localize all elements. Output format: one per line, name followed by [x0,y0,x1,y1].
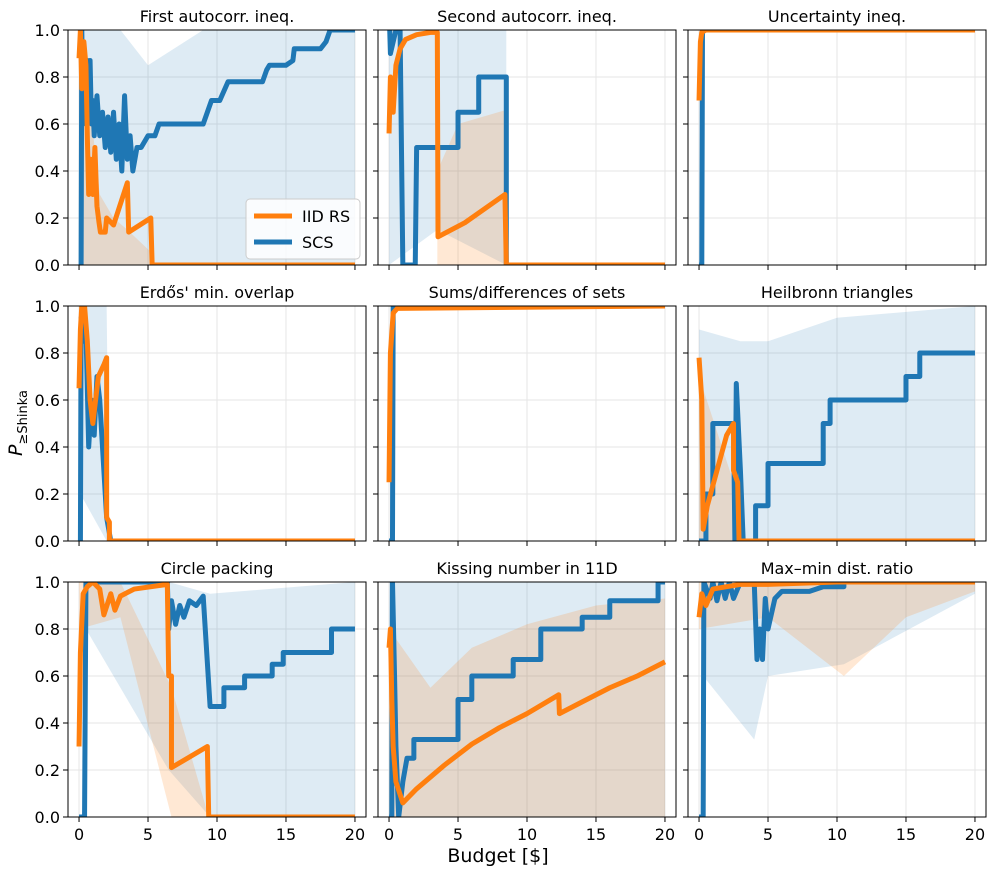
panel-title: Sums/differences of sets [429,283,626,302]
x-tick-label: 10 [517,825,537,844]
x-tick-label: 5 [453,825,463,844]
band-iid-rs [79,582,209,817]
y-tick-label: 0.8 [35,344,60,363]
series-scs [78,30,355,265]
series-iid-rs [386,626,667,806]
x-tick-label: 0 [384,825,394,844]
panel-5: Sums/differences of sets [373,283,677,546]
series-scs [699,350,975,541]
series-iid-rs [696,582,975,618]
x-tick-label: 15 [276,825,296,844]
y-tick-label: 0.4 [35,714,60,733]
legend: IID RS SCS [245,198,361,260]
y-tick-label: 0.8 [35,68,60,87]
panel-9: 0 5 10 15 20 Max–min dist. ratio [683,559,987,844]
series-scs [387,30,665,265]
series-scs [699,582,975,817]
y-tick-label: 1.0 [35,573,60,592]
y-tick-label: 0.4 [35,162,60,181]
panel-7: 0.0 0.2 0.4 0.6 0.8 1.0 0 5 10 15 20 Circle packing [35,559,367,844]
y-tick-label: 0.6 [35,115,60,134]
y-tick-label: 1.0 [35,297,60,316]
panel-title: Erdős' min. overlap [140,283,295,302]
panel-6: Heilbronn triangles [683,283,987,546]
panel-title: Circle packing [161,559,274,578]
y-tick-label: 0.4 [35,438,60,457]
panel-title: Heilbronn triangles [761,283,913,302]
legend-label: SCS [302,233,333,252]
x-tick-label: 5 [763,825,773,844]
series-iid-rs [696,357,975,541]
legend-label: IID RS [302,207,350,226]
series-iid-rs [76,30,355,265]
panel-3: Uncertainty ineq. [683,7,987,270]
panel-title: Second autocorr. ineq. [437,7,617,26]
series-iid-rs [696,30,975,101]
y-tick-label: 0.2 [35,209,60,228]
series-scs [389,582,665,817]
panel-1: 0.0 0.2 0.4 0.6 0.8 1.0 First autocorr. ineq. I… [35,7,367,275]
y-tick-label: 0.8 [35,620,60,639]
panel-8: 0 5 10 15 20 Kissing number in 11D [373,559,677,844]
x-tick-label: 10 [207,825,227,844]
panel-title: Max–min dist. ratio [761,559,914,578]
y-tick-label: 1.0 [35,21,60,40]
x-tick-label: 20 [345,825,365,844]
panel-4: 0.0 0.2 0.4 0.6 0.8 1.0 Erdős' min. overlap [35,283,367,551]
band-scs [85,582,355,817]
x-tick-label: 15 [896,825,916,844]
x-tick-label: 20 [655,825,675,844]
band-scs [389,582,665,817]
series-scs [389,306,665,541]
y-tick-label: 0.6 [35,391,60,410]
x-tick-label: 5 [143,825,153,844]
panel-title: First autocorr. ineq. [140,7,295,26]
x-tick-label: 10 [827,825,847,844]
x-tick-label: 15 [586,825,606,844]
panel-title: Uncertainty ineq. [768,7,906,26]
x-tick-label: 0 [74,825,84,844]
series-iid-rs [386,30,665,265]
y-tick-label: 0.6 [35,667,60,686]
series-iid-rs [76,306,355,541]
panel-2: Second autocorr. ineq. [373,7,677,270]
y-tick-label: 0.0 [35,532,60,551]
y-tick-label: 0.0 [35,256,60,275]
x-tick-label: 0 [694,825,704,844]
band-iid-rs [389,598,665,817]
series-scs [699,30,975,265]
x-axis-label: Budget [$] [447,845,548,867]
y-axis-label: P≥Shinka [5,390,31,456]
y-tick-label: 0.2 [35,485,60,504]
series-iid-rs [386,306,665,483]
series-iid-rs [76,582,355,817]
y-tick-label: 0.2 [35,761,60,780]
y-tick-label: 0.0 [35,808,60,827]
panel-title: Kissing number in 11D [436,559,617,578]
x-tick-label: 20 [965,825,985,844]
